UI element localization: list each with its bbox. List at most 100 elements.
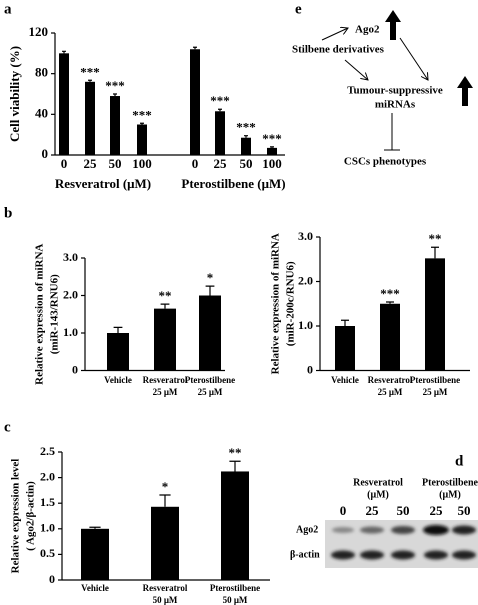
y-tick-label: 1.5 <box>40 495 55 509</box>
y-tick-label: 40 <box>35 105 48 120</box>
y-tick-label: 3.0 <box>63 250 78 264</box>
y-tick-label: 3.0 <box>298 229 313 243</box>
y-tick-label: 80 <box>35 65 48 80</box>
node: miRNAs <box>375 99 416 111</box>
significance: *** <box>210 93 230 108</box>
y-tick-label: 2.0 <box>63 287 78 301</box>
x-tick-label: Pterostilbene <box>410 375 460 385</box>
significance: ** <box>429 231 442 246</box>
x-tick-label: 25 <box>214 156 228 171</box>
x-tick-label: Vehicle <box>81 583 109 593</box>
significance: *** <box>105 78 125 93</box>
blot-unit: (μM) <box>367 489 389 500</box>
y-tick-label: 0 <box>72 362 78 376</box>
panel-label: d <box>455 453 464 469</box>
arrow <box>344 59 368 80</box>
x-tick-label: 50 <box>240 156 253 171</box>
row-label: Ago2 <box>296 524 318 535</box>
y-tick-label: 2.0 <box>40 469 55 483</box>
lane-label: 50 <box>397 503 410 518</box>
x-tick-label: 100 <box>262 156 282 171</box>
node: Tumour-suppressive <box>347 85 443 97</box>
significance: ** <box>159 288 172 303</box>
significance: ** <box>229 445 242 460</box>
y-tick-label: 2.0 <box>298 273 313 287</box>
significance: * <box>207 270 214 285</box>
x-tick-label: 50 μM <box>223 595 248 605</box>
bar <box>267 147 277 155</box>
row-label: β-actin <box>290 549 320 560</box>
y-tick-label: 0 <box>42 146 49 161</box>
error-bar <box>140 122 144 125</box>
bar <box>81 528 109 580</box>
bar <box>241 137 251 155</box>
error-bar <box>113 326 123 333</box>
significance: *** <box>236 120 256 135</box>
significance: * <box>162 479 169 494</box>
blot-unit: (μM) <box>439 489 461 500</box>
y-tick-label: 1.0 <box>63 325 78 339</box>
y-tick-label: 0.5 <box>40 546 55 560</box>
y-axis-label: Cell viability (%) <box>7 46 22 142</box>
x-tick-label: Resveratrol <box>368 375 413 385</box>
bar <box>190 49 200 156</box>
x-tick-label: 0 <box>192 156 199 171</box>
x-tick-label: Pterostilbene <box>185 375 235 385</box>
x-tick-label: 25 <box>84 156 98 171</box>
x-tick-label: Vehicle <box>331 375 359 385</box>
bar <box>425 258 445 371</box>
x-tick-label: Resveratrol <box>143 375 188 385</box>
x-tick-label: 100 <box>132 156 152 171</box>
lane-label: 50 <box>458 503 471 518</box>
group-label: Resveratrol (μM) <box>55 176 151 191</box>
up-arrow <box>385 10 401 40</box>
blot: Resveratrol (μM) Pterostilbene (μM) 0 25… <box>290 477 478 568</box>
panel-label: c <box>4 419 11 435</box>
error-bar <box>229 460 241 472</box>
x-tick-label: Pterostilbene <box>210 583 260 593</box>
panel-label: b <box>4 205 12 221</box>
error-bar <box>386 301 394 304</box>
blot-group: Pterostilbene <box>422 477 478 488</box>
bar <box>107 333 129 371</box>
y-tick-label: 1.0 <box>298 318 313 332</box>
bar <box>380 303 400 371</box>
x-tick-label: 0 <box>61 156 68 171</box>
significance: *** <box>80 64 100 79</box>
error-bar <box>89 526 101 529</box>
y-tick-label: 1.0 <box>40 521 55 535</box>
panel-label: a <box>4 1 12 17</box>
group-label: Pterostilbene (μM) <box>181 176 285 191</box>
error-bar <box>205 285 215 296</box>
x-tick-label: 25 μM <box>423 387 448 397</box>
node: Ago2 <box>355 24 380 36</box>
error-bar <box>244 135 248 138</box>
y-axis-label: (miR-200c/RNU6) <box>285 261 297 346</box>
significance: *** <box>380 286 400 301</box>
bar <box>221 471 249 580</box>
bar <box>151 506 179 580</box>
arrow <box>399 37 428 80</box>
bar <box>154 308 176 371</box>
x-tick-label: Vehicle <box>104 375 132 385</box>
x-tick-label: 25 μM <box>153 387 178 397</box>
error-bar <box>113 93 117 97</box>
y-axis-label: Relative expression of miRNA <box>270 233 282 374</box>
up-arrow <box>457 76 473 106</box>
node: CSCs phenotypes <box>344 156 427 168</box>
significance: *** <box>132 107 152 122</box>
y-tick-label: 0 <box>307 362 313 376</box>
y-tick-label: 120 <box>29 24 49 39</box>
bar <box>199 295 221 371</box>
error-bar <box>218 108 222 112</box>
panel-label: e <box>295 1 302 17</box>
diagram: Ago2 Stilbene derivatives Tumour-suppres… <box>292 10 473 168</box>
lane-label: 0 <box>340 503 347 518</box>
error-bar <box>62 50 66 54</box>
panel-labels: a b c d e <box>4 1 464 469</box>
y-axis-label: Relative expression of miRNA <box>34 244 46 385</box>
x-tick-label: 50 μM <box>153 595 178 605</box>
bands <box>331 525 476 560</box>
node: Stilbene derivatives <box>292 44 385 56</box>
